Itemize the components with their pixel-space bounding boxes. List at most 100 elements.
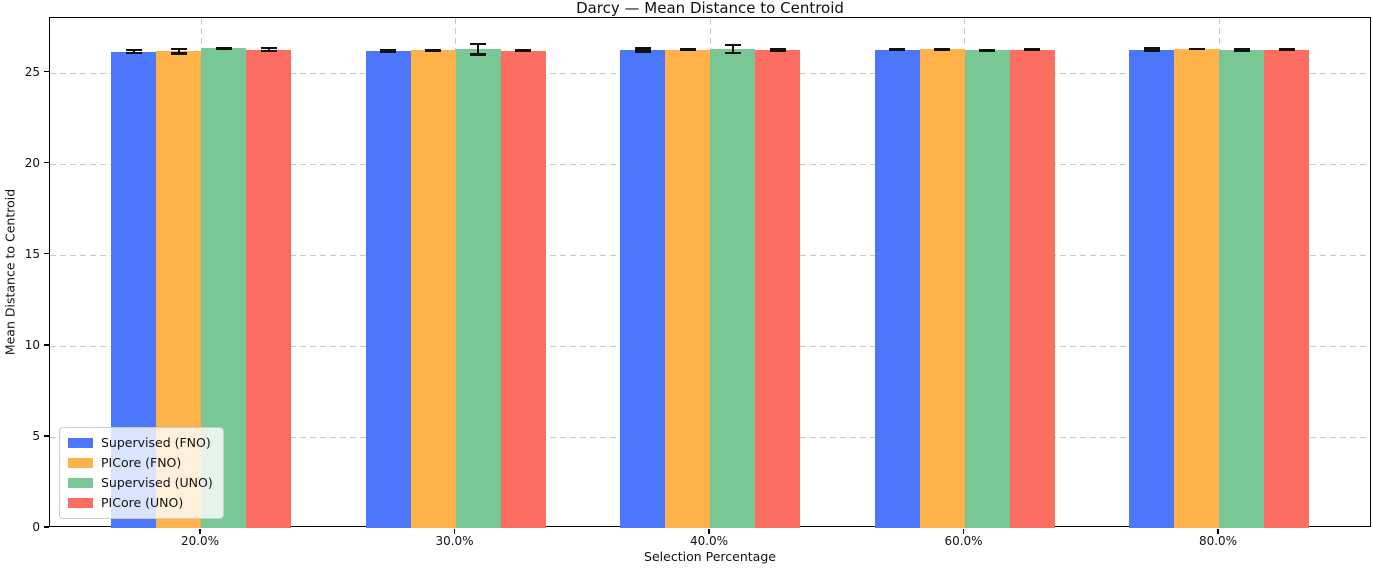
legend-label: PICore (FNO)	[101, 455, 182, 470]
chart-title: Darcy — Mean Distance to Centroid	[576, 0, 844, 17]
error-bar-cap-bottom	[724, 51, 741, 55]
bar	[755, 50, 800, 528]
legend: Supervised (FNO) PICore (FNO) Supervised (…	[59, 427, 224, 519]
error-bar-cap-bottom	[1233, 49, 1250, 52]
error-bar-cap-bottom	[515, 49, 531, 53]
bar	[1009, 49, 1055, 528]
x-tick-label: 30.0%	[435, 534, 474, 548]
x-tick-mark	[708, 528, 710, 534]
y-axis-label: Mean Distance to Centroid	[2, 188, 18, 356]
error-bar	[979, 49, 995, 53]
x-tick-mark	[453, 528, 456, 534]
legend-label: Supervised (FNO)	[101, 435, 211, 450]
error-bar	[470, 42, 486, 56]
y-tick-label: 10	[24, 337, 40, 352]
error-bar-cap-top	[260, 46, 277, 50]
legend-swatch	[68, 498, 93, 508]
error-bar-cap-bottom	[1024, 48, 1040, 51]
x-tick-label: 60.0%	[944, 534, 983, 548]
x-tick-label: 40.0%	[689, 534, 729, 548]
y-tick-mark	[44, 70, 49, 73]
error-bar-cap-bottom	[979, 49, 995, 52]
error-bar-cap-bottom	[1278, 48, 1295, 51]
bar	[964, 50, 1010, 528]
error-bar	[889, 48, 905, 52]
error-bar-cap-top	[170, 47, 187, 50]
error-bar-stem	[477, 42, 479, 56]
x-tick-mark	[1217, 528, 1219, 534]
error-bar	[260, 46, 277, 53]
error-bar-cap-top	[125, 48, 142, 52]
error-bar-stem	[267, 46, 270, 53]
error-bar	[934, 47, 950, 51]
y-tick-mark	[44, 526, 49, 528]
legend-item: Supervised (UNO)	[68, 473, 213, 493]
error-bar-stem	[641, 47, 644, 53]
legend-item: PICore (FNO)	[68, 453, 213, 473]
x-tick-mark	[962, 528, 965, 534]
bar	[1129, 49, 1174, 528]
error-bar-cap-bottom	[215, 47, 232, 50]
x-tick-mark	[199, 528, 201, 534]
bar	[365, 51, 411, 528]
legend-item: PICore (UNO)	[68, 493, 213, 513]
bar	[1264, 49, 1309, 528]
legend-label: PICore (UNO)	[101, 495, 184, 510]
x-tick-label: 80.0%	[1198, 534, 1238, 548]
bar	[500, 50, 546, 528]
error-bar	[515, 48, 531, 53]
error-bar	[215, 46, 232, 50]
error-bar-stem	[731, 43, 734, 55]
error-bar-cap-bottom	[634, 50, 651, 53]
error-bar-cap-top	[1143, 47, 1160, 50]
error-bar-cap-bottom	[1188, 47, 1205, 51]
bar	[246, 49, 291, 528]
error-bar	[679, 48, 696, 52]
error-bar	[1278, 48, 1295, 52]
bar	[919, 49, 965, 528]
bar	[455, 49, 501, 528]
error-bar	[1233, 47, 1250, 52]
error-bar-cap-bottom	[1143, 49, 1160, 52]
legend-swatch	[68, 458, 93, 468]
y-tick-label: 20	[24, 155, 40, 170]
error-bar-cap-top	[470, 42, 486, 46]
error-bar-stem	[177, 47, 180, 55]
error-bar	[425, 48, 441, 53]
error-bar-cap-bottom	[470, 53, 486, 56]
error-bar	[769, 48, 786, 53]
legend-label: Supervised (UNO)	[101, 475, 213, 490]
x-tick-label: 20.0%	[180, 534, 220, 548]
y-tick-mark	[44, 344, 49, 346]
legend-swatch	[68, 478, 93, 488]
y-tick-label: 25	[24, 64, 40, 79]
error-bar-cap-bottom	[889, 48, 905, 51]
bar	[874, 49, 920, 528]
bar	[665, 49, 710, 528]
legend-item: Supervised (FNO)	[68, 433, 213, 453]
error-bar	[380, 49, 396, 53]
error-bar	[170, 47, 187, 55]
error-bar	[724, 43, 741, 55]
bar	[1219, 49, 1264, 528]
error-bar	[634, 47, 651, 53]
x-axis-label: Selection Percentage	[644, 549, 776, 564]
bar	[410, 50, 456, 528]
error-bar-cap-top	[724, 43, 741, 46]
y-tick-label: 15	[24, 246, 40, 261]
error-bar	[1143, 47, 1160, 52]
legend-swatch	[68, 438, 93, 448]
error-bar-cap-bottom	[125, 51, 142, 55]
y-tick-label: 5	[32, 428, 40, 443]
y-tick-label: 0	[32, 520, 40, 534]
error-bar	[1024, 48, 1040, 52]
bar	[1174, 48, 1219, 528]
y-tick-mark	[44, 162, 49, 164]
error-bar	[125, 48, 142, 55]
plot-area: Supervised (FNO) PICore (FNO) Supervised (…	[49, 17, 1371, 528]
bar	[710, 48, 755, 528]
y-tick-mark	[44, 253, 49, 255]
error-bar-stem	[132, 48, 135, 55]
error-bar-cap-bottom	[934, 47, 950, 51]
